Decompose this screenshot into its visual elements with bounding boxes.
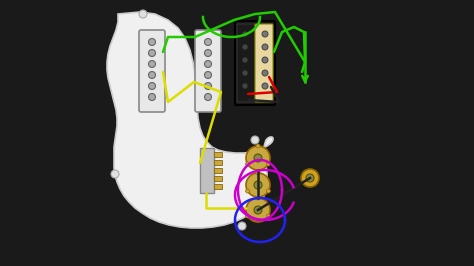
Bar bbox=[200, 148, 214, 193]
Circle shape bbox=[266, 189, 270, 193]
Circle shape bbox=[242, 83, 248, 89]
Bar bbox=[214, 160, 222, 165]
Circle shape bbox=[262, 44, 268, 50]
Bar bbox=[214, 184, 222, 189]
Circle shape bbox=[148, 60, 155, 68]
Circle shape bbox=[262, 70, 268, 76]
FancyBboxPatch shape bbox=[195, 30, 221, 112]
Circle shape bbox=[204, 94, 211, 101]
Circle shape bbox=[256, 144, 260, 148]
Circle shape bbox=[242, 70, 248, 76]
FancyBboxPatch shape bbox=[237, 24, 255, 102]
FancyBboxPatch shape bbox=[139, 30, 165, 112]
Circle shape bbox=[148, 39, 155, 45]
Circle shape bbox=[262, 57, 268, 63]
Circle shape bbox=[246, 173, 270, 197]
Circle shape bbox=[251, 136, 259, 144]
Circle shape bbox=[111, 170, 119, 178]
Circle shape bbox=[246, 198, 270, 222]
Circle shape bbox=[246, 146, 270, 170]
Circle shape bbox=[254, 154, 262, 162]
Circle shape bbox=[148, 82, 155, 89]
FancyBboxPatch shape bbox=[235, 21, 275, 105]
Circle shape bbox=[254, 206, 262, 214]
Circle shape bbox=[242, 31, 248, 37]
Circle shape bbox=[148, 49, 155, 56]
Circle shape bbox=[266, 162, 270, 166]
Circle shape bbox=[204, 49, 211, 56]
Circle shape bbox=[148, 94, 155, 101]
Polygon shape bbox=[107, 12, 273, 228]
Bar bbox=[214, 168, 222, 173]
FancyBboxPatch shape bbox=[255, 24, 273, 102]
Circle shape bbox=[262, 31, 268, 37]
Circle shape bbox=[242, 44, 248, 50]
Circle shape bbox=[238, 222, 246, 230]
Circle shape bbox=[306, 174, 314, 182]
Circle shape bbox=[204, 39, 211, 45]
Circle shape bbox=[204, 72, 211, 78]
Circle shape bbox=[139, 10, 147, 18]
Circle shape bbox=[301, 169, 319, 187]
Circle shape bbox=[204, 82, 211, 89]
Bar bbox=[214, 152, 222, 157]
Circle shape bbox=[256, 196, 260, 200]
Circle shape bbox=[256, 171, 260, 175]
Circle shape bbox=[246, 189, 250, 193]
Circle shape bbox=[204, 60, 211, 68]
Circle shape bbox=[148, 72, 155, 78]
Circle shape bbox=[242, 57, 248, 63]
Circle shape bbox=[246, 214, 250, 218]
Bar bbox=[214, 176, 222, 181]
Circle shape bbox=[266, 214, 270, 218]
Circle shape bbox=[262, 83, 268, 89]
Circle shape bbox=[246, 162, 250, 166]
Circle shape bbox=[254, 181, 262, 189]
